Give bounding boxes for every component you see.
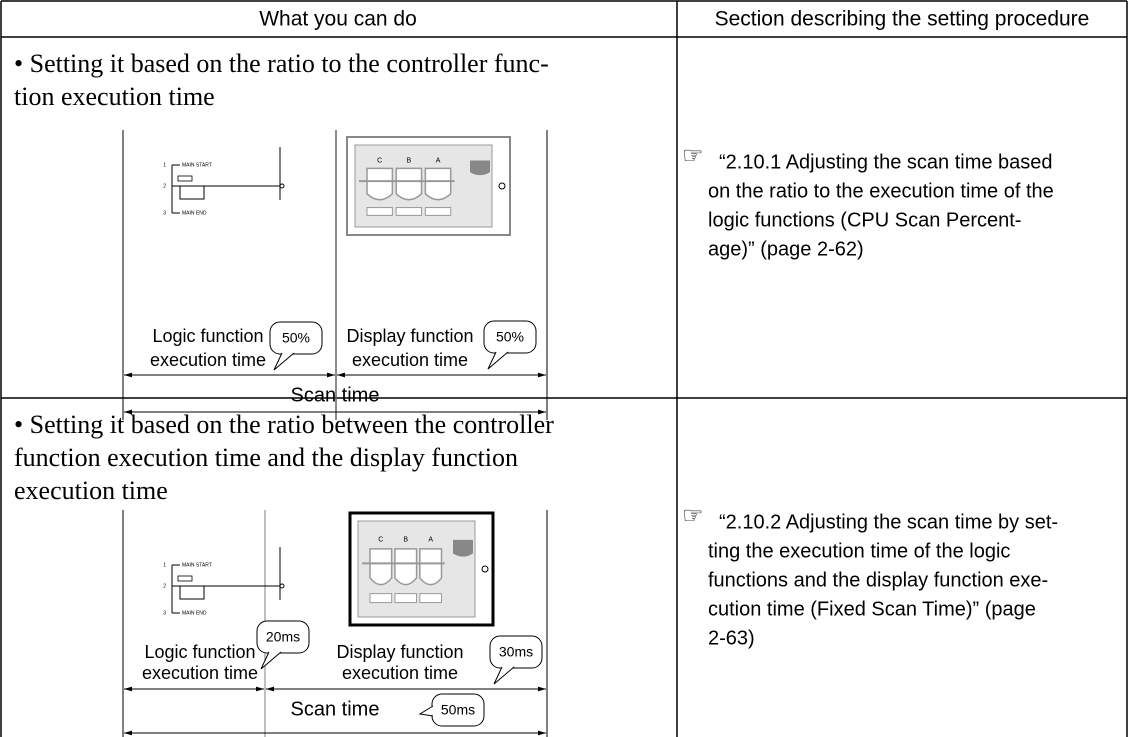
- tank-label: C: [377, 157, 382, 164]
- rung-number: 2: [163, 583, 166, 589]
- callout-value: 30ms: [499, 644, 533, 660]
- tank: [366, 167, 394, 201]
- callout: 50%: [269, 321, 323, 371]
- description-line: • Setting it based on the ratio to the c…: [14, 49, 549, 78]
- description-line: tion execution time: [14, 82, 215, 111]
- tank-label: A: [428, 537, 433, 544]
- callout-tail: [418, 705, 434, 717]
- reference-line: age)” (page 2-62): [708, 238, 864, 260]
- callout: 50%: [483, 320, 537, 370]
- reference-line: cution time (Fixed Scan Time)” (page: [708, 598, 1036, 620]
- callout-tail: [260, 651, 282, 670]
- description-line: • Setting it based on the ratio between …: [14, 410, 554, 439]
- display-label: Display function: [336, 642, 463, 662]
- ladder-box: [177, 175, 193, 182]
- coil: [279, 583, 285, 589]
- display-button: [481, 565, 489, 573]
- rung-number: 2: [163, 183, 166, 189]
- display-label: execution time: [342, 663, 458, 683]
- callout-box: [256, 620, 310, 654]
- tank-control: [394, 593, 418, 604]
- display-label: execution time: [352, 350, 468, 370]
- tank: [395, 167, 423, 201]
- callout-value: 50ms: [441, 702, 475, 718]
- tank: [424, 167, 452, 201]
- rung: [172, 185, 282, 200]
- callout-value: 50%: [282, 330, 310, 346]
- tank-control: [366, 207, 393, 216]
- header-cell: Section describing the setting procedure: [715, 8, 1090, 31]
- tank-label: A: [436, 157, 441, 164]
- callout-box: [489, 635, 543, 669]
- ladder-box: [177, 575, 193, 582]
- tank: [369, 548, 393, 586]
- tank-control: [395, 207, 423, 216]
- callout-box: [483, 320, 537, 354]
- tank: [419, 548, 443, 586]
- callout-tail: [273, 352, 295, 371]
- rung-number: 1: [163, 562, 166, 568]
- reference-line: on the ratio to the execution time of th…: [708, 180, 1054, 202]
- description-line: execution time: [14, 476, 168, 505]
- reference-line: functions and the display function exe-: [708, 569, 1048, 591]
- reference-line: ting the execution time of the logic: [708, 540, 1010, 562]
- tank-top: [453, 539, 473, 557]
- pointer-icon: ☞: [682, 142, 704, 169]
- callout: 20ms: [256, 620, 310, 670]
- tank-control: [419, 593, 443, 604]
- callout: 30ms: [489, 635, 543, 685]
- reference-line: “2.10.1 Adjusting the scan time based: [719, 151, 1053, 173]
- callout-box: [269, 321, 323, 355]
- reference-line: logic functions (CPU Scan Percent-: [708, 209, 1021, 231]
- callout-tail: [493, 666, 515, 685]
- logic-label: execution time: [150, 350, 266, 370]
- callout-value: 20ms: [266, 629, 300, 645]
- rung-number: 3: [163, 610, 166, 616]
- ladder-label: MAIN END: [182, 210, 207, 216]
- tank-control: [369, 593, 393, 604]
- display-button: [498, 182, 506, 190]
- description-line: function execution time and the display …: [14, 443, 518, 472]
- display-label: Display function: [346, 326, 473, 346]
- tank-label: C: [378, 537, 383, 544]
- header-bg: [0, 0, 1127, 37]
- rung-number: 3: [163, 210, 166, 216]
- tank-label: B: [403, 537, 408, 544]
- rung: [172, 585, 282, 600]
- header-cell: What you can do: [259, 8, 417, 31]
- callout: 50ms: [418, 693, 485, 727]
- reference-line: 2-63): [708, 627, 755, 649]
- pointer-icon: ☞: [682, 502, 704, 529]
- tank-label: B: [407, 157, 412, 164]
- rung-number: 1: [163, 162, 166, 168]
- logic-label: Logic function: [152, 326, 263, 346]
- scan-label: Scan time: [291, 698, 380, 720]
- coil: [279, 183, 285, 189]
- logic-label: execution time: [142, 663, 258, 683]
- tank-control: [424, 207, 452, 216]
- tank-top: [470, 160, 490, 176]
- scan-label: Scan time: [291, 384, 380, 406]
- ladder-label: MAIN START: [182, 162, 212, 168]
- callout-tail: [487, 351, 509, 370]
- logic-label: Logic function: [144, 642, 255, 662]
- ladder-label: MAIN END: [182, 610, 207, 616]
- ladder-label: MAIN START: [182, 562, 212, 568]
- callout-value: 50%: [496, 329, 524, 345]
- reference-line: “2.10.2 Adjusting the scan time by set-: [719, 511, 1058, 533]
- tank: [394, 548, 418, 586]
